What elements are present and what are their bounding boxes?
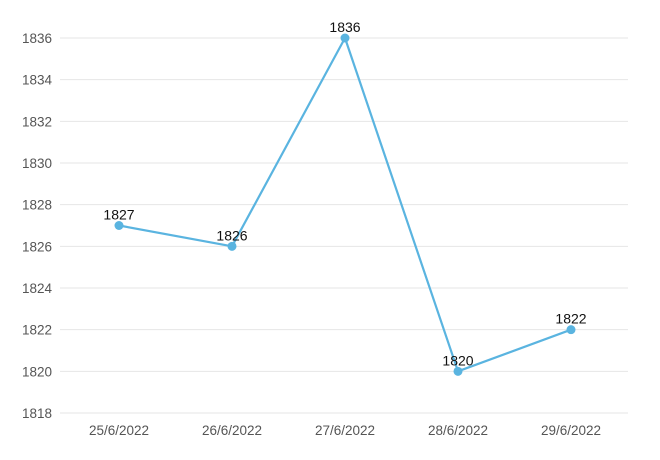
data-point[interactable] — [114, 221, 124, 230]
y-tick-label: 1828 — [22, 198, 52, 213]
y-tick-label: 1832 — [22, 114, 52, 129]
y-tick-label: 1830 — [22, 156, 52, 171]
data-labels: 1827 1826 1836 1820 1822 — [103, 19, 586, 368]
y-tick-label: 1824 — [22, 281, 53, 296]
x-axis-ticks: 25/6/2022 26/6/2022 27/6/2022 28/6/2022 29/6… — [89, 423, 601, 438]
y-tick-label: 1834 — [22, 73, 53, 88]
data-point[interactable] — [453, 366, 463, 376]
x-tick-label: 26/6/2022 — [202, 423, 262, 438]
data-label: 1820 — [442, 352, 473, 368]
data-label: 1826 — [216, 227, 247, 243]
data-label: 1822 — [555, 311, 586, 327]
y-tick-label: 1826 — [22, 239, 52, 254]
x-tick-label: 27/6/2022 — [315, 423, 375, 438]
data-label: 1836 — [329, 19, 360, 35]
data-point[interactable] — [340, 33, 350, 43]
x-tick-label: 25/6/2022 — [89, 423, 149, 438]
grid-lines — [60, 37, 628, 414]
x-tick-label: 28/6/2022 — [428, 423, 488, 438]
data-label: 1827 — [103, 207, 134, 223]
y-tick-label: 1818 — [22, 406, 52, 421]
y-axis-ticks: 1818 1820 1822 1824 1826 1828 1830 1832 1834 1836 — [22, 31, 53, 421]
y-tick-label: 1836 — [22, 31, 52, 46]
y-tick-label: 1822 — [22, 323, 52, 338]
data-point[interactable] — [227, 241, 237, 251]
x-tick-label: 29/6/2022 — [541, 423, 601, 438]
y-tick-label: 1820 — [22, 364, 52, 379]
data-point[interactable] — [566, 325, 576, 335]
series — [114, 33, 576, 376]
